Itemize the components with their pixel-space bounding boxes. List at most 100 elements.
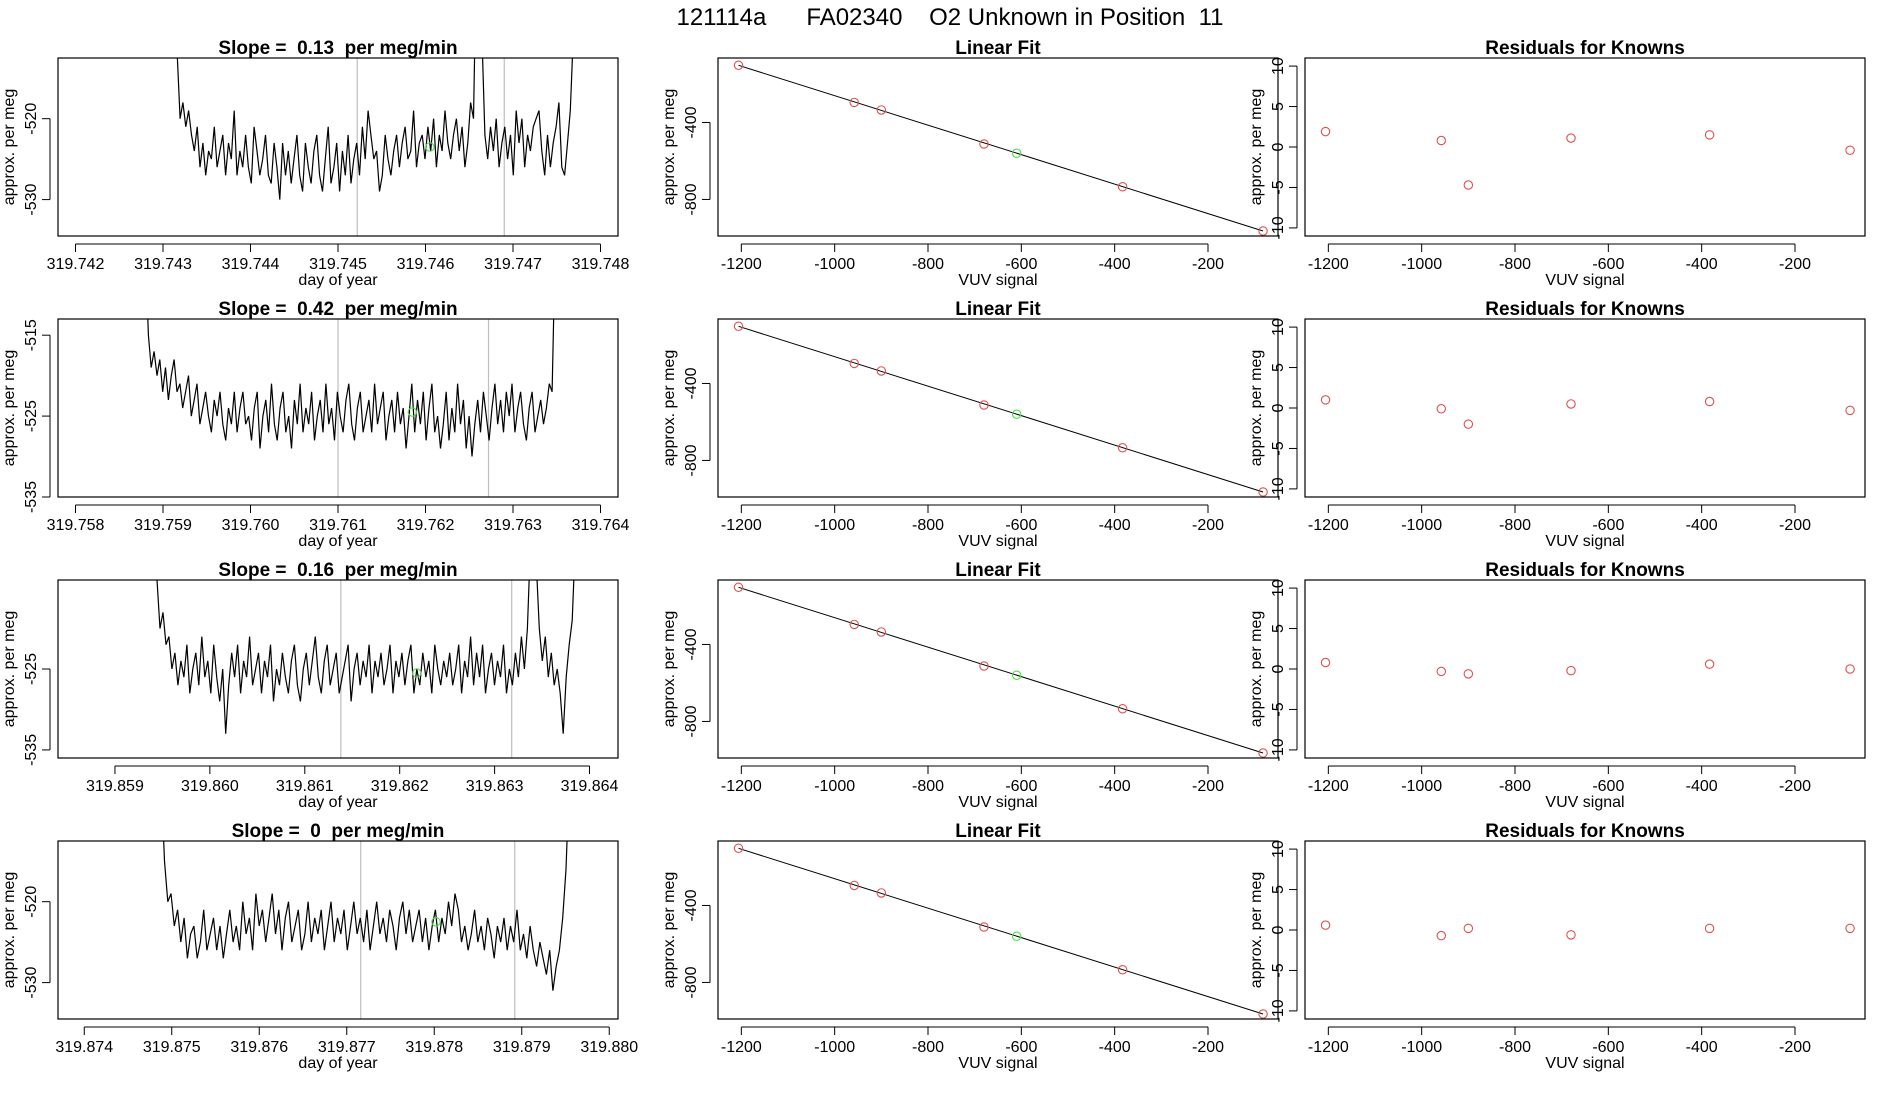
- x-tick-label: -200: [1192, 256, 1224, 273]
- unknown-point: [425, 142, 435, 152]
- known-point: [1117, 181, 1128, 192]
- known-point: [1258, 748, 1268, 758]
- known-point: [733, 321, 744, 332]
- y-axis-label: approx. per meg: [661, 872, 678, 989]
- panel-title: Linear Fit: [955, 299, 1041, 320]
- series-line: [176, 58, 573, 200]
- known-point: [849, 358, 860, 369]
- known-point: [1436, 666, 1447, 677]
- plot-frame: [717, 318, 1279, 498]
- known-point: [1258, 487, 1268, 497]
- x-tick-label: 319.761: [309, 517, 367, 534]
- known-point: [1845, 923, 1855, 934]
- y-tick-label: -800: [683, 444, 700, 476]
- x-tick-label: -600: [1592, 256, 1624, 273]
- x-tick-label: -1000: [814, 778, 855, 795]
- y-tick-label: -5: [1270, 441, 1287, 455]
- y-tick-label: -5: [1270, 180, 1287, 194]
- known-point: [979, 661, 989, 671]
- known-point: [1258, 226, 1268, 236]
- x-tick-label: -400: [1686, 256, 1718, 273]
- x-tick-label: -600: [1592, 1039, 1624, 1056]
- x-tick-label: -600: [1005, 256, 1037, 273]
- y-tick-label: -530: [23, 183, 40, 215]
- known-point: [733, 582, 744, 593]
- x-tick-label: -200: [1192, 1039, 1224, 1056]
- x-tick-label: -800: [1499, 256, 1531, 273]
- y-tick-label: 10: [1270, 840, 1287, 858]
- known-point: [849, 97, 860, 108]
- known-point: [1320, 126, 1331, 137]
- known-point: [1463, 419, 1474, 429]
- y-tick-label: -10: [1270, 477, 1287, 500]
- known-point: [849, 619, 860, 630]
- panel-title: Slope = 0.42 per meg/min: [218, 299, 457, 320]
- panel-title: Slope = 0.16 per meg/min: [218, 560, 457, 581]
- y-axis-label: approx. per meg: [1, 872, 18, 989]
- panel-r3-c2: Linear Fit -1200 -1000 -800 -600 -400 -200 VUV …: [661, 560, 1279, 811]
- x-tick-label: -200: [1192, 778, 1224, 795]
- plot-frame: [57, 579, 619, 759]
- panel-title: Slope = 0.13 per meg/min: [218, 38, 457, 59]
- x-axis-label: day of year: [298, 1055, 378, 1072]
- x-tick-label: -1200: [721, 1039, 762, 1056]
- panel-r1-c1: Slope = 0.13 per meg/min 319.742 319.743 31…: [1, 38, 630, 289]
- y-axis-label: approx. per meg: [661, 611, 678, 728]
- known-point: [1704, 659, 1715, 669]
- known-point: [849, 880, 860, 891]
- x-tick-label: -800: [912, 1039, 944, 1056]
- x-tick-label: 319.875: [143, 1039, 201, 1056]
- x-tick-label: -1200: [721, 256, 762, 273]
- panel-title: Residuals for Knowns: [1485, 38, 1685, 59]
- y-axis-label: approx. per meg: [661, 350, 678, 467]
- panel-title: Linear Fit: [955, 560, 1041, 581]
- plot-frame: [1304, 840, 1866, 1020]
- known-point: [1704, 130, 1715, 140]
- x-tick-label: 319.745: [309, 256, 367, 273]
- x-tick-label: -600: [1592, 778, 1624, 795]
- panel-r2-c3: Residuals for Knowns -1200 -1000 -800 -600 -4…: [1248, 299, 1866, 550]
- x-tick-label: -400: [1099, 778, 1131, 795]
- plot-frame: [57, 57, 619, 237]
- y-tick-label: -400: [683, 367, 700, 399]
- known-point: [1463, 180, 1474, 190]
- y-tick-label: -10: [1270, 999, 1287, 1022]
- known-point: [1463, 669, 1474, 679]
- series-line: [163, 841, 568, 991]
- x-tick-label: -600: [1005, 778, 1037, 795]
- fit-line: [738, 847, 1264, 1015]
- known-point: [1320, 657, 1331, 668]
- known-point: [979, 922, 989, 932]
- x-tick-label: -600: [1005, 517, 1037, 534]
- y-tick-label: -400: [683, 889, 700, 921]
- panel-r1-c3: Residuals for Knowns -1200 -1000 -800 -600 -4…: [1248, 38, 1866, 289]
- x-axis-label: day of year: [298, 533, 378, 550]
- panel-title: Linear Fit: [955, 821, 1041, 842]
- x-tick-label: 319.747: [484, 256, 542, 273]
- panel-title: Residuals for Knowns: [1485, 299, 1685, 320]
- y-tick-label: 5: [1270, 885, 1287, 894]
- y-tick-label: 0: [1270, 403, 1287, 412]
- y-tick-label: 5: [1270, 102, 1287, 111]
- x-axis-label: day of year: [298, 272, 378, 289]
- x-tick-label: -1000: [1401, 256, 1442, 273]
- x-tick-label: 319.878: [405, 1039, 463, 1056]
- x-tick-label: -400: [1686, 1039, 1718, 1056]
- plot-frame: [717, 57, 1279, 237]
- y-tick-label: -520: [23, 886, 40, 918]
- x-tick-label: -200: [1779, 256, 1811, 273]
- unknown-point: [431, 917, 441, 927]
- x-tick-label: 319.877: [318, 1039, 376, 1056]
- x-tick-label: 319.758: [47, 517, 105, 534]
- x-tick-label: 319.743: [134, 256, 192, 273]
- y-tick-label: -800: [683, 183, 700, 215]
- x-tick-label: -1200: [721, 778, 762, 795]
- x-tick-label: -200: [1779, 778, 1811, 795]
- x-tick-label: 319.876: [230, 1039, 288, 1056]
- known-point: [876, 627, 887, 637]
- x-tick-label: 319.759: [134, 517, 192, 534]
- known-point: [1463, 923, 1474, 934]
- y-axis-label: approx. per meg: [1, 350, 18, 467]
- y-tick-label: -520: [23, 103, 40, 135]
